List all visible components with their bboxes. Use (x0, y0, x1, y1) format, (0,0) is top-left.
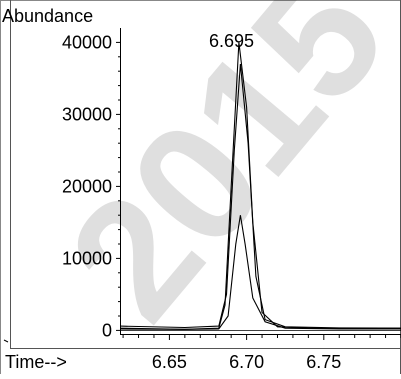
x-axis-label: Time--> (5, 352, 67, 372)
y-tick-label: 40000 (62, 32, 112, 52)
y-tick-label: 10000 (62, 248, 112, 268)
y-tick-label: 0 (102, 320, 112, 340)
series-group (119, 42, 401, 330)
x-tick-label: 6.65 (152, 352, 187, 372)
series-line-3 (119, 215, 401, 330)
peak-label: 6.695 (209, 31, 254, 51)
y-tick-label: 30000 (62, 104, 112, 124)
decorative-tick (3, 339, 9, 343)
x-tick-label: 6.75 (306, 352, 341, 372)
y-axis-label: Abundance (2, 6, 93, 26)
series-line-2 (119, 63, 401, 329)
x-tick-label: 6.70 (229, 352, 264, 372)
y-tick-label: 20000 (62, 176, 112, 196)
y-ticks: 0 10000 20000 30000 40000 (62, 32, 120, 340)
x-ticks: 6.65 6.70 6.75 (122, 334, 401, 372)
